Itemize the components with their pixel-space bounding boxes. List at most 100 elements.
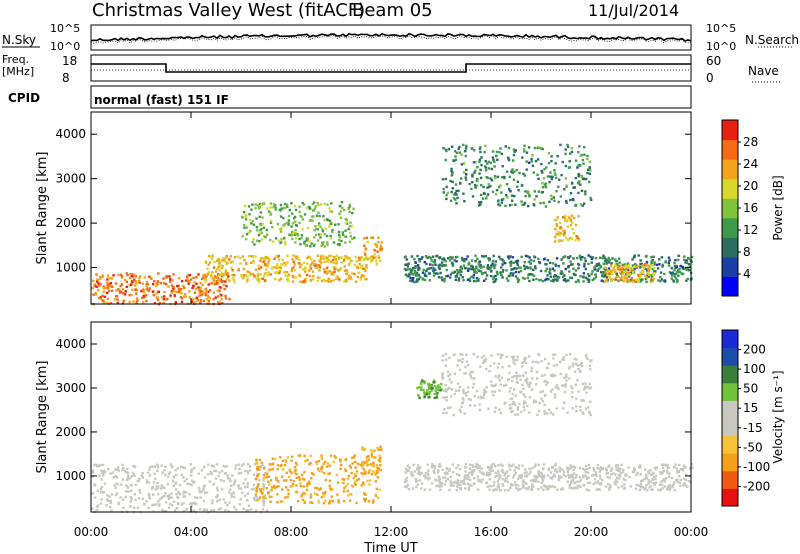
freq-right-tick-bottom: 0 [706, 71, 714, 85]
heatmap-cell [550, 177, 553, 181]
heatmap-cell [254, 203, 257, 206]
heatmap-cell [293, 205, 297, 208]
heatmap-cell [583, 262, 586, 265]
heatmap-cell [163, 469, 166, 472]
heatmap-cell [471, 464, 474, 467]
heatmap-cell [376, 250, 379, 253]
heatmap-cell [678, 484, 682, 488]
heatmap-cell [690, 466, 694, 469]
heatmap-cell [99, 463, 102, 467]
heatmap-cell [318, 233, 321, 236]
heatmap-cell [423, 393, 426, 396]
heatmap-cell [265, 472, 269, 476]
heatmap-cell [287, 219, 291, 222]
heatmap-cell [276, 222, 280, 226]
heatmap-cell [357, 256, 361, 260]
heatmap-cell [570, 214, 574, 217]
heatmap-cell [614, 258, 617, 261]
heatmap-cell [524, 194, 527, 198]
heatmap-cell [536, 173, 539, 176]
heatmap-cell [363, 461, 366, 464]
heatmap-cell [199, 299, 202, 302]
heatmap-cell [682, 477, 686, 480]
heatmap-cell [324, 478, 328, 482]
heatmap-cell [152, 282, 155, 286]
heatmap-cell [476, 488, 480, 491]
heatmap-cell [116, 302, 119, 305]
heatmap-cell [212, 282, 215, 286]
heatmap-cell [321, 227, 324, 231]
heatmap-cell [543, 412, 546, 415]
heatmap-cell [619, 474, 622, 478]
heatmap-cell [651, 477, 655, 481]
heatmap-cell [251, 255, 254, 258]
heatmap-cell [552, 280, 555, 283]
heatmap-cell [277, 258, 280, 262]
heatmap-cell [510, 203, 514, 206]
heatmap-cell [495, 189, 499, 192]
heatmap-cell [240, 471, 243, 475]
heatmap-cell [135, 292, 138, 295]
heatmap-cell [145, 286, 149, 289]
heatmap-cell [141, 296, 144, 299]
heatmap-cell [125, 285, 128, 289]
heatmap-cell [578, 180, 581, 183]
heatmap-cell [525, 475, 528, 478]
heatmap-cell [505, 183, 509, 186]
heatmap-cell [472, 465, 475, 468]
heatmap-cell [499, 147, 502, 150]
heatmap-cell [578, 467, 582, 470]
heatmap-cell [268, 463, 271, 466]
heatmap-cell [344, 468, 347, 471]
heatmap-cell [255, 226, 259, 229]
heatmap-cell [144, 294, 148, 297]
noise-sky-line [90, 32, 692, 42]
heatmap-cell [148, 468, 151, 471]
heatmap-cell [363, 471, 367, 474]
heatmap-cell [611, 278, 615, 281]
heatmap-cell [484, 277, 488, 281]
heatmap-cell [232, 278, 235, 281]
heatmap-cell [326, 241, 329, 244]
heatmap-cell [170, 290, 173, 293]
heatmap-cell [508, 390, 511, 393]
heatmap-cell [561, 272, 564, 275]
heatmap-cell [330, 254, 334, 258]
heatmap-cell [327, 473, 330, 476]
heatmap-cell [155, 292, 158, 295]
heatmap-cell [563, 229, 566, 233]
heatmap-cell [681, 265, 684, 269]
heatmap-cell [152, 481, 156, 484]
heatmap-cell [670, 266, 673, 270]
heatmap-cell [494, 274, 497, 278]
y-tick-label: 2000 [55, 425, 86, 439]
heatmap-cell [476, 463, 480, 467]
heatmap-cell [462, 260, 466, 263]
heatmap-cell [518, 374, 522, 378]
heatmap-cell [101, 491, 104, 494]
heatmap-cell [309, 279, 312, 282]
heatmap-cell [348, 499, 352, 502]
heatmap-cell [313, 207, 317, 210]
heatmap-cell [562, 401, 566, 405]
heatmap-cell [412, 277, 415, 280]
heatmap-cell [437, 469, 440, 472]
heatmap-cell [584, 385, 587, 388]
heatmap-cell [647, 471, 650, 474]
heatmap-cell [133, 279, 136, 282]
heatmap-cell [205, 298, 208, 301]
heatmap-cell [661, 479, 664, 483]
heatmap-cell [338, 236, 342, 239]
heatmap-cell [169, 278, 172, 281]
heatmap-cell [617, 486, 620, 489]
heatmap-cell [153, 503, 156, 506]
heatmap-cell [135, 288, 138, 292]
heatmap-cell [325, 234, 329, 238]
heatmap-cell [317, 501, 321, 504]
heatmap-cell [360, 275, 363, 278]
heatmap-cell [430, 259, 433, 262]
heatmap-cell [339, 458, 342, 461]
heatmap-cell [108, 495, 111, 498]
heatmap-cell [480, 467, 483, 470]
colorbar-tick-label: -15 [743, 421, 763, 435]
